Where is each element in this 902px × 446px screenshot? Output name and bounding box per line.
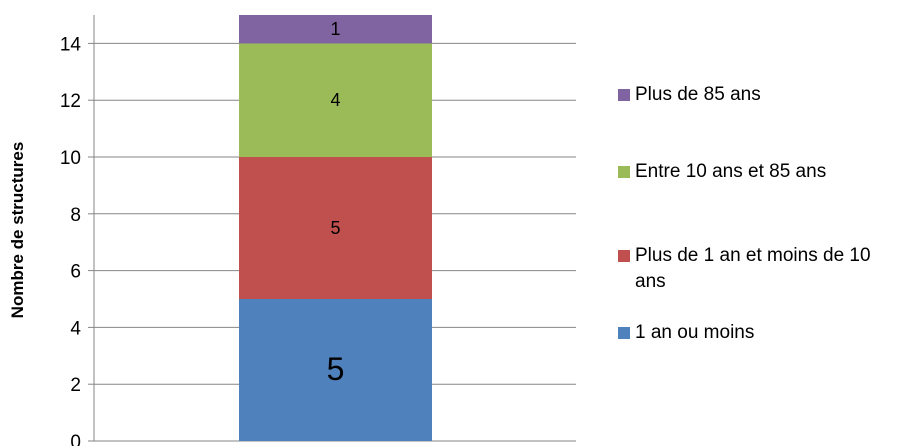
legend-label: Plus de 85 ans — [635, 84, 761, 105]
y-axis-ticks: 0 2 4 6 8 10 12 14 — [60, 34, 94, 446]
y-tick-label: 12 — [60, 91, 81, 112]
segment-value-label: 5 — [327, 351, 345, 387]
bar-segment — [239, 15, 432, 44]
legend-item-over-85: Plus de 85 ans — [618, 82, 902, 108]
segment-value-label: 5 — [330, 218, 340, 238]
y-tick-label: 4 — [70, 318, 81, 339]
legend-item-10-to-85: Entre 10 ans et 85 ans — [618, 159, 902, 185]
legend-label: 1 an ou moins — [635, 322, 755, 343]
y-tick-label: 6 — [70, 262, 81, 283]
y-tick-label: 8 — [70, 205, 81, 226]
legend-swatch — [618, 89, 630, 101]
bar-segment — [239, 157, 432, 299]
legend-item-1-to-10: Plus de 1 an et moins de 10 ans — [618, 243, 902, 295]
bar-segment — [239, 299, 432, 441]
y-tick-label: 10 — [60, 148, 81, 169]
segment-value-label: 1 — [330, 19, 340, 39]
legend-swatch — [618, 327, 630, 339]
legend-swatch — [618, 250, 630, 262]
bar-segments — [239, 15, 432, 441]
y-tick-label: 0 — [70, 432, 81, 446]
legend-label: Entre 10 ans et 85 ans — [635, 161, 827, 182]
y-axis-label: Nombre de structures — [8, 142, 27, 319]
y-tick-label: 2 — [70, 375, 81, 396]
legend-label: Plus de 1 an et moins de 10 ans — [635, 245, 871, 292]
data-labels: 5 5 4 1 — [327, 19, 345, 387]
y-tick-label: 14 — [60, 34, 82, 55]
bar-segment — [239, 43, 432, 157]
legend-swatch — [618, 166, 630, 178]
legend-item-1-or-less: 1 an ou moins — [618, 320, 902, 346]
segment-value-label: 4 — [330, 90, 340, 110]
